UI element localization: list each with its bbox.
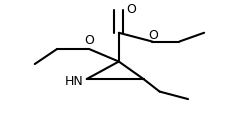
Text: O: O bbox=[126, 3, 136, 16]
Text: O: O bbox=[84, 34, 94, 47]
Text: HN: HN bbox=[65, 75, 84, 88]
Text: O: O bbox=[149, 29, 158, 42]
